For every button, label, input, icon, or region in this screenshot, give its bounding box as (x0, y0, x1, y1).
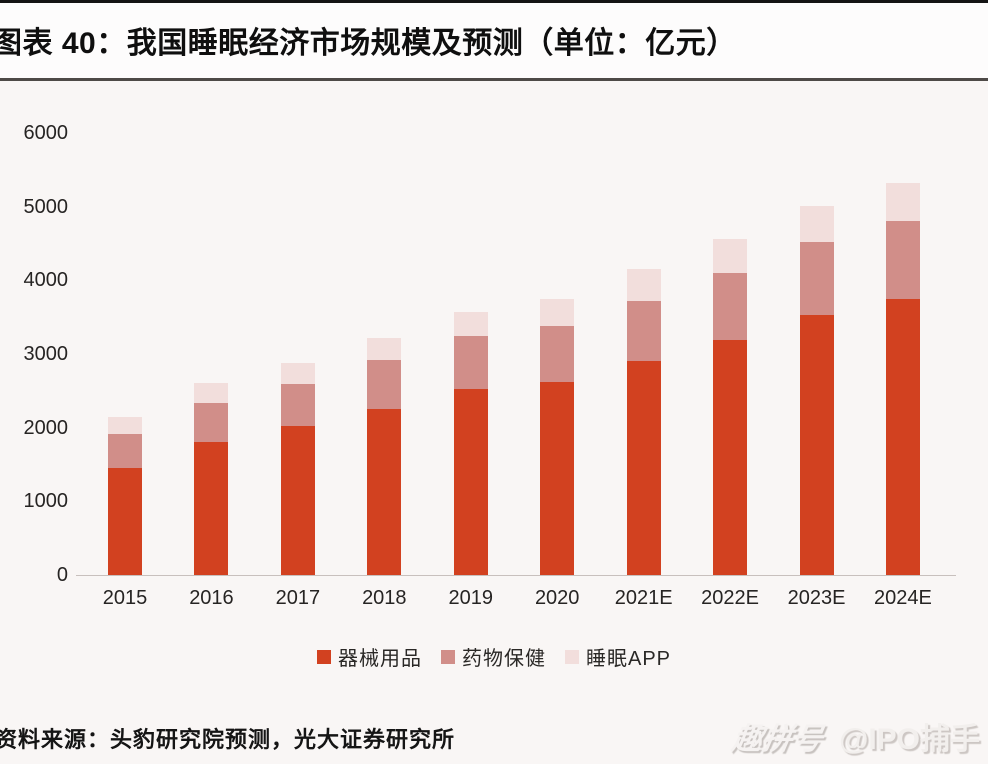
y-axis-tick-5000: 5000 (23, 195, 69, 218)
x-axis-label-2018: 2018 (362, 587, 407, 609)
bar-segment-2019-药物保健 (453, 336, 488, 390)
chart-title: 图表 40：我国睡眠经济市场规模及预测（单位：亿元） (0, 27, 737, 60)
watermark: 趣拼号 @IPO捕手 (730, 714, 980, 758)
x-axis-label-2020: 2020 (534, 587, 580, 609)
x-axis-line (76, 575, 956, 576)
x-axis-label-2023E: 2023E (787, 587, 846, 609)
legend: 器械用品 药物保健 睡眠APP (0, 642, 988, 671)
x-axis-label-2022E: 2022E (701, 587, 759, 609)
bar-segment-2016-药物保健 (194, 403, 229, 442)
bar-segment-2015-器械用品 (108, 468, 142, 575)
x-axis-label-2016: 2016 (189, 587, 234, 609)
legend-swatch-icon (316, 649, 331, 664)
y-axis-tick-3000: 3000 (23, 343, 69, 365)
bar-segment-2019-睡眠APP (453, 312, 488, 337)
bar-segment-2016-睡眠APP (194, 383, 229, 404)
x-axis-label-2024E: 2024E (874, 587, 932, 609)
bar-segment-2021E-器械用品 (626, 361, 661, 575)
bar-segment-2020-器械用品 (540, 381, 575, 575)
bar-segment-2024E-睡眠APP (885, 183, 920, 222)
bar-segment-2024E-器械用品 (885, 299, 920, 575)
title-divider-rule (0, 78, 988, 81)
bar-segment-2022E-器械用品 (713, 340, 748, 575)
x-axis-label-2015: 2015 (102, 587, 148, 609)
bar-segment-2018-药物保健 (367, 359, 402, 409)
source-note: 资料来源：头豹研究院预测，光大证券研究所 (0, 727, 456, 752)
x-axis-label-2017: 2017 (275, 587, 321, 609)
bar-segment-2023E-药物保健 (799, 242, 834, 315)
bar-segment-2021E-药物保健 (626, 300, 661, 362)
legend-item-睡眠APP: 睡眠APP (564, 642, 672, 671)
legend-label: 器械用品 (337, 648, 422, 670)
y-axis-tick-0: 0 (56, 564, 68, 586)
legend-swatch-icon (564, 649, 579, 664)
bar-segment-2020-药物保健 (540, 326, 575, 382)
y-axis-tick-4000: 4000 (23, 269, 69, 292)
legend-label: 药物保健 (461, 648, 546, 670)
bar-segment-2018-睡眠APP (367, 337, 402, 360)
top-border-rule (0, 0, 988, 3)
y-axis-tick-6000: 6000 (23, 122, 69, 144)
bar-segment-2018-器械用品 (367, 408, 402, 575)
legend-label: 睡眠APP (585, 648, 672, 670)
bar-segment-2019-器械用品 (453, 389, 488, 575)
bar-segment-2022E-药物保健 (713, 272, 748, 340)
bar-segment-2024E-药物保健 (885, 221, 920, 300)
bar-segment-2015-睡眠APP (108, 416, 142, 434)
bar-segment-2023E-器械用品 (799, 314, 834, 575)
legend-swatch-icon (440, 649, 455, 664)
y-axis-tick-1000: 1000 (23, 490, 69, 513)
legend-item-药物保健: 药物保健 (440, 642, 546, 671)
bar-segment-2017-器械用品 (280, 426, 315, 575)
x-axis-label-2021E: 2021E (614, 587, 673, 609)
bar-segment-2016-器械用品 (194, 441, 229, 575)
watermark-logo: 趣拼号 (729, 723, 826, 756)
bar-segment-2021E-睡眠APP (626, 269, 661, 301)
x-axis-label-2019: 2019 (448, 587, 494, 609)
bar-segment-2017-药物保健 (280, 384, 315, 427)
bar-segment-2022E-睡眠APP (713, 239, 748, 273)
bar-segment-2020-睡眠APP (540, 298, 575, 326)
y-axis-tick-2000: 2000 (23, 416, 69, 439)
watermark-handle: @IPO捕手 (839, 723, 980, 756)
legend-item-器械用品: 器械用品 (316, 642, 422, 671)
bar-segment-2023E-睡眠APP (799, 205, 834, 243)
bar-segment-2015-药物保健 (108, 433, 142, 469)
bar-segment-2017-睡眠APP (280, 362, 315, 385)
